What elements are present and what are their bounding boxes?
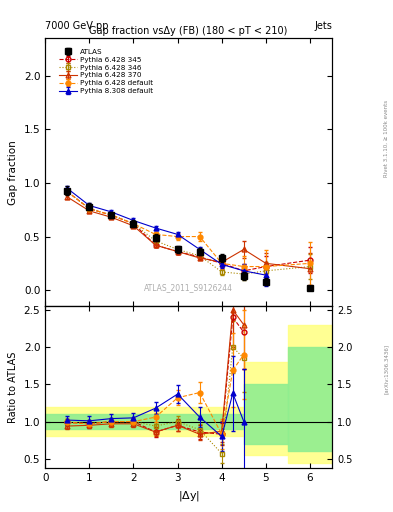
- Y-axis label: Ratio to ATLAS: Ratio to ATLAS: [8, 352, 18, 423]
- Y-axis label: Gap fraction: Gap fraction: [8, 140, 18, 205]
- Text: Rivet 3.1.10, ≥ 100k events: Rivet 3.1.10, ≥ 100k events: [384, 100, 389, 177]
- Text: ATLAS_2011_S9126244: ATLAS_2011_S9126244: [144, 283, 233, 292]
- X-axis label: |$\Delta$y|: |$\Delta$y|: [178, 489, 200, 503]
- Text: [arXiv:1306.3436]: [arXiv:1306.3436]: [384, 344, 389, 394]
- Text: 7000 GeV pp: 7000 GeV pp: [45, 20, 109, 31]
- Title: Gap fraction vsΔy (FB) (180 < pT < 210): Gap fraction vsΔy (FB) (180 < pT < 210): [90, 26, 288, 36]
- Legend: ATLAS, Pythia 6.428 345, Pythia 6.428 346, Pythia 6.428 370, Pythia 6.428 defaul: ATLAS, Pythia 6.428 345, Pythia 6.428 34…: [57, 48, 154, 96]
- Text: Jets: Jets: [314, 20, 332, 31]
